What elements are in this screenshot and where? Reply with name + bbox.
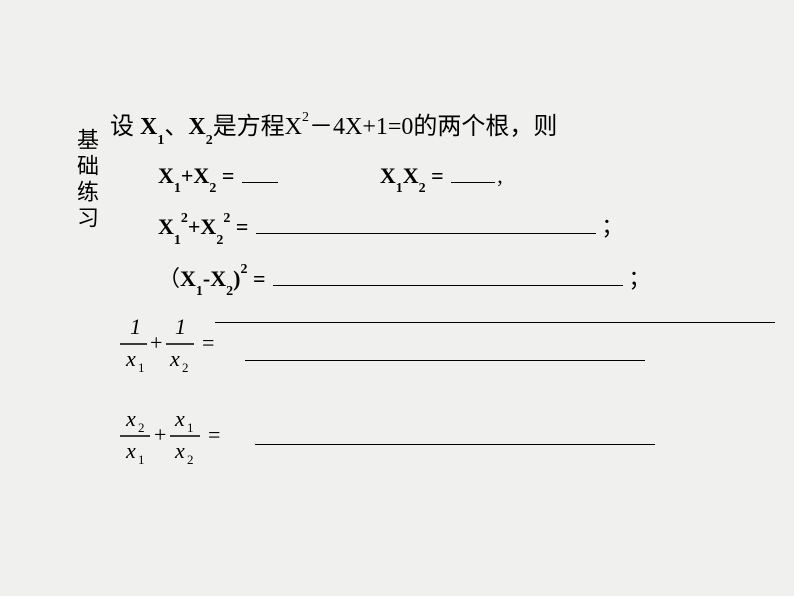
sum-x1: X <box>158 163 174 188</box>
sumsq-x1: X <box>158 214 174 239</box>
f2ns1: 2 <box>138 420 145 435</box>
sumsq-eq: = <box>230 214 254 239</box>
diff-minus: -X <box>203 266 226 291</box>
blank-sumsq <box>256 216 596 234</box>
f2ds2: 2 <box>187 452 194 467</box>
f1eq: = <box>202 330 214 355</box>
blank-frac1-top <box>215 322 775 323</box>
frac-reciprocal-sum: 1 x 1 + 1 x 2 = <box>120 312 750 384</box>
f2d2: x <box>174 438 185 463</box>
blank-frac2 <box>255 444 655 445</box>
x2-sub: 2 <box>206 133 213 148</box>
line-sumsq: X12+X22 = ； <box>158 209 750 244</box>
line-diffsq: （X1-X2)2 = ； <box>158 261 750 296</box>
f2n2: x <box>174 406 185 431</box>
prod-x2: X <box>403 163 419 188</box>
x2-var: X <box>188 114 205 140</box>
f1s2: 2 <box>182 360 189 375</box>
sq: 2 <box>302 110 309 125</box>
sum-plus: +X <box>181 163 209 188</box>
f2ns2: 1 <box>187 420 194 435</box>
prod-x1: X <box>380 163 396 188</box>
intro-prefix: 设 <box>110 114 140 140</box>
blank-frac1 <box>245 360 645 361</box>
diff-x1: X <box>180 266 196 291</box>
line-sum-product: X1+X2 = X1X2 = , <box>158 163 750 193</box>
f2p: + <box>154 422 166 447</box>
open-paren: （ <box>158 266 180 291</box>
semi1: ； <box>601 214 623 239</box>
x1-var: X <box>140 114 157 140</box>
intro-mid: 是方程X <box>213 114 302 140</box>
diff-eq: = <box>247 266 271 291</box>
sep: 、 <box>164 114 188 140</box>
f2d1: x <box>125 438 136 463</box>
prod-eq: = <box>426 163 450 188</box>
x1-sub: 1 <box>157 133 164 148</box>
comma: , <box>497 163 503 188</box>
blank-prod <box>451 165 495 183</box>
frac2-svg: x 2 x 1 + x 1 x 2 = <box>120 404 270 474</box>
sumsq-plus: +X <box>188 214 216 239</box>
f1s1: 1 <box>138 360 145 375</box>
f1n2: 1 <box>175 314 186 339</box>
blank-sum <box>242 165 278 183</box>
f1d2: x <box>169 346 180 371</box>
f1n1: 1 <box>130 314 141 339</box>
blank-diffsq <box>273 268 623 286</box>
problem-content: 设 X1、X2是方程X2－4X+1=0的两个根，则 X1+X2 = X1X2 =… <box>110 106 750 476</box>
f2eq: = <box>208 422 220 447</box>
f2n1: x <box>125 406 136 431</box>
sidebar-label: 基础练习 <box>70 128 102 232</box>
f2ds1: 1 <box>138 452 145 467</box>
eq-rest: －4X+1=0的两个根，则 <box>309 114 557 140</box>
semi2: ； <box>629 266 651 291</box>
f1d1: x <box>125 346 136 371</box>
frac-ratio-sum: x 2 x 1 + x 1 x 2 = <box>120 404 750 476</box>
f1p: + <box>150 330 162 355</box>
sum-eq: = <box>216 163 240 188</box>
problem-intro: 设 X1、X2是方程X2－4X+1=0的两个根，则 <box>110 106 750 145</box>
